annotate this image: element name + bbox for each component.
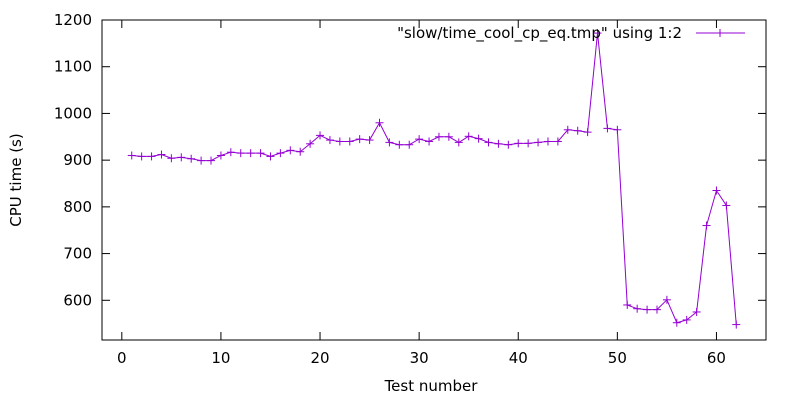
series-line	[131, 33, 737, 325]
data-point	[563, 125, 572, 134]
y-tick-label: 700	[63, 245, 92, 263]
data-point	[335, 137, 344, 146]
x-tick-label: 40	[509, 349, 528, 367]
data-point	[226, 148, 235, 157]
data-point	[514, 139, 523, 148]
data-point	[712, 186, 721, 195]
data-point	[425, 137, 434, 146]
data-point	[464, 132, 473, 141]
y-tick-label: 800	[63, 198, 92, 216]
y-axis-title: CPU time (s)	[7, 133, 25, 226]
data-point	[613, 125, 622, 134]
data-point	[732, 320, 741, 329]
data-point	[553, 137, 562, 146]
data-point	[157, 150, 166, 159]
data-point	[167, 154, 176, 163]
data-point	[722, 201, 731, 210]
data-point	[246, 149, 255, 158]
x-tick-label: 20	[310, 349, 329, 367]
data-point	[494, 139, 503, 148]
legend-label: "slow/time_cool_cp_eq.tmp" using 1:2	[397, 24, 682, 43]
y-tick-label: 1200	[54, 11, 92, 29]
data-point	[652, 305, 661, 314]
data-point	[325, 136, 334, 145]
y-tick-label: 1100	[54, 58, 92, 76]
series-layer	[127, 29, 741, 329]
data-point	[286, 146, 295, 155]
data-point	[682, 315, 691, 324]
data-point	[702, 221, 711, 230]
data-point	[405, 140, 414, 149]
data-point	[692, 307, 701, 316]
data-point	[415, 135, 424, 144]
data-point	[197, 156, 206, 165]
data-point	[296, 147, 305, 156]
data-point	[504, 140, 513, 149]
plot-frame	[101, 19, 767, 341]
data-point	[434, 132, 443, 141]
data-point	[137, 152, 146, 161]
y-tick-label: 900	[63, 151, 92, 169]
data-point	[623, 300, 632, 309]
data-point	[643, 305, 652, 314]
data-point	[375, 118, 384, 127]
data-point	[444, 132, 453, 141]
x-tick-label: 30	[410, 349, 429, 367]
data-point	[662, 295, 671, 304]
x-axis-tick-labels: 0 10 20 30 40 50 60	[117, 349, 726, 367]
data-point	[672, 318, 681, 327]
data-point	[593, 29, 602, 38]
data-point	[484, 138, 493, 147]
data-point	[207, 156, 216, 165]
data-point	[454, 138, 463, 147]
data-point	[534, 138, 543, 147]
tick-marks	[102, 19, 766, 340]
data-point	[583, 128, 592, 137]
data-point	[316, 131, 325, 140]
data-point	[345, 137, 354, 146]
data-point	[355, 135, 364, 144]
x-axis-title: Test number	[384, 377, 479, 395]
data-point	[216, 151, 225, 160]
data-point	[524, 139, 533, 148]
x-tick-label: 60	[707, 349, 726, 367]
data-point	[474, 134, 483, 143]
y-tick-label: 1000	[54, 104, 92, 122]
data-point	[276, 149, 285, 158]
legend-line-sample	[696, 29, 745, 37]
data-point	[603, 124, 612, 133]
y-tick-label: 600	[63, 291, 92, 309]
data-point	[385, 138, 394, 147]
data-point	[365, 136, 374, 145]
data-point	[256, 149, 265, 158]
x-tick-label: 0	[117, 349, 127, 367]
data-point	[306, 139, 315, 148]
data-point	[236, 149, 245, 158]
data-point	[266, 152, 275, 161]
data-point	[187, 154, 196, 163]
x-tick-label: 50	[608, 349, 627, 367]
data-point	[177, 153, 186, 162]
data-point	[395, 140, 404, 149]
y-axis-tick-labels: 600 700 800 900 1000 1100 1200	[54, 11, 92, 309]
data-point	[147, 152, 156, 161]
legend: "slow/time_cool_cp_eq.tmp" using 1:2	[397, 24, 745, 43]
data-point	[573, 126, 582, 135]
data-point	[127, 151, 136, 160]
data-point	[543, 137, 552, 146]
x-tick-label: 10	[211, 349, 230, 367]
data-point	[633, 304, 642, 313]
